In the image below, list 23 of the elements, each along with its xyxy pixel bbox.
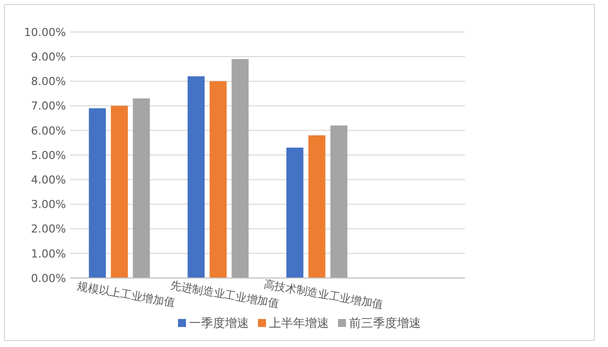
bar [188, 76, 205, 278]
bar [330, 125, 348, 278]
bar [110, 106, 128, 278]
legend-label: 一季度增速 [189, 316, 249, 330]
bar [308, 135, 326, 278]
y-tick-label: 6.00% [31, 124, 66, 138]
legend-label: 前三季度增速 [349, 316, 421, 330]
y-tick-label: 9.00% [31, 50, 66, 64]
y-tick-label: 0.00% [31, 272, 66, 285]
bar [132, 98, 150, 278]
legend-label: 上半年增速 [269, 316, 329, 330]
y-tick-label: 8.00% [31, 75, 66, 88]
bar [210, 81, 227, 278]
y-tick-label: 3.00% [31, 198, 66, 212]
bar [232, 59, 249, 278]
bar [286, 148, 304, 278]
bar [88, 108, 106, 278]
y-tick-label: 10.00% [24, 26, 66, 39]
y-tick-label: 5.00% [31, 148, 66, 162]
y-tick-label: 2.00% [31, 222, 66, 236]
y-tick-label: 7.00% [31, 100, 66, 113]
y-tick-label: 4.00% [31, 173, 66, 186]
y-tick-label: 1.00% [31, 247, 66, 260]
